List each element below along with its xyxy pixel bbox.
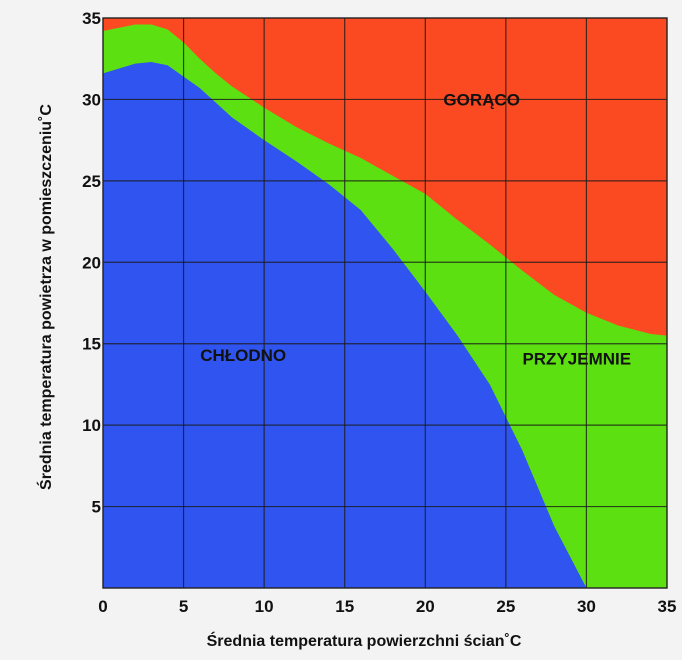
y-tick-label: 30 — [82, 90, 101, 109]
x-tick-label: 35 — [658, 597, 677, 616]
regions-layer — [103, 18, 667, 589]
region-label-chlodno: CHŁODNO — [200, 346, 286, 365]
grid-layer — [102, 17, 668, 589]
x-tick-label: 5 — [179, 597, 188, 616]
y-tick-label: 20 — [82, 253, 101, 272]
region-labels: CHŁODNO PRZYJEMNIE GORĄCO — [200, 90, 631, 368]
x-tick-label: 25 — [496, 597, 515, 616]
y-tick-label: 25 — [82, 172, 101, 191]
region-label-przyjemnie: PRZYJEMNIE — [522, 349, 631, 368]
y-ticks: 5 10 15 20 25 30 35 — [82, 9, 101, 517]
region-label-goraco: GORĄCO — [443, 90, 520, 109]
plot-frame — [102, 17, 668, 589]
y-axis-title: Średnia temperatura powietrza w pomieszc… — [36, 104, 55, 490]
x-tick-label: 20 — [416, 597, 435, 616]
x-tick-label: 0 — [98, 597, 107, 616]
x-tick-label: 30 — [577, 597, 596, 616]
y-tick-label: 10 — [82, 416, 101, 435]
x-axis-title: Średnia temperatura powierzchni ścian˚C — [207, 631, 522, 650]
y-tick-label: 5 — [92, 498, 101, 517]
y-tick-label: 35 — [82, 9, 101, 28]
y-tick-label: 15 — [82, 335, 101, 354]
x-tick-label: 10 — [255, 597, 274, 616]
x-tick-label: 15 — [335, 597, 354, 616]
x-ticks: 0 5 10 15 20 25 30 35 — [98, 597, 676, 616]
